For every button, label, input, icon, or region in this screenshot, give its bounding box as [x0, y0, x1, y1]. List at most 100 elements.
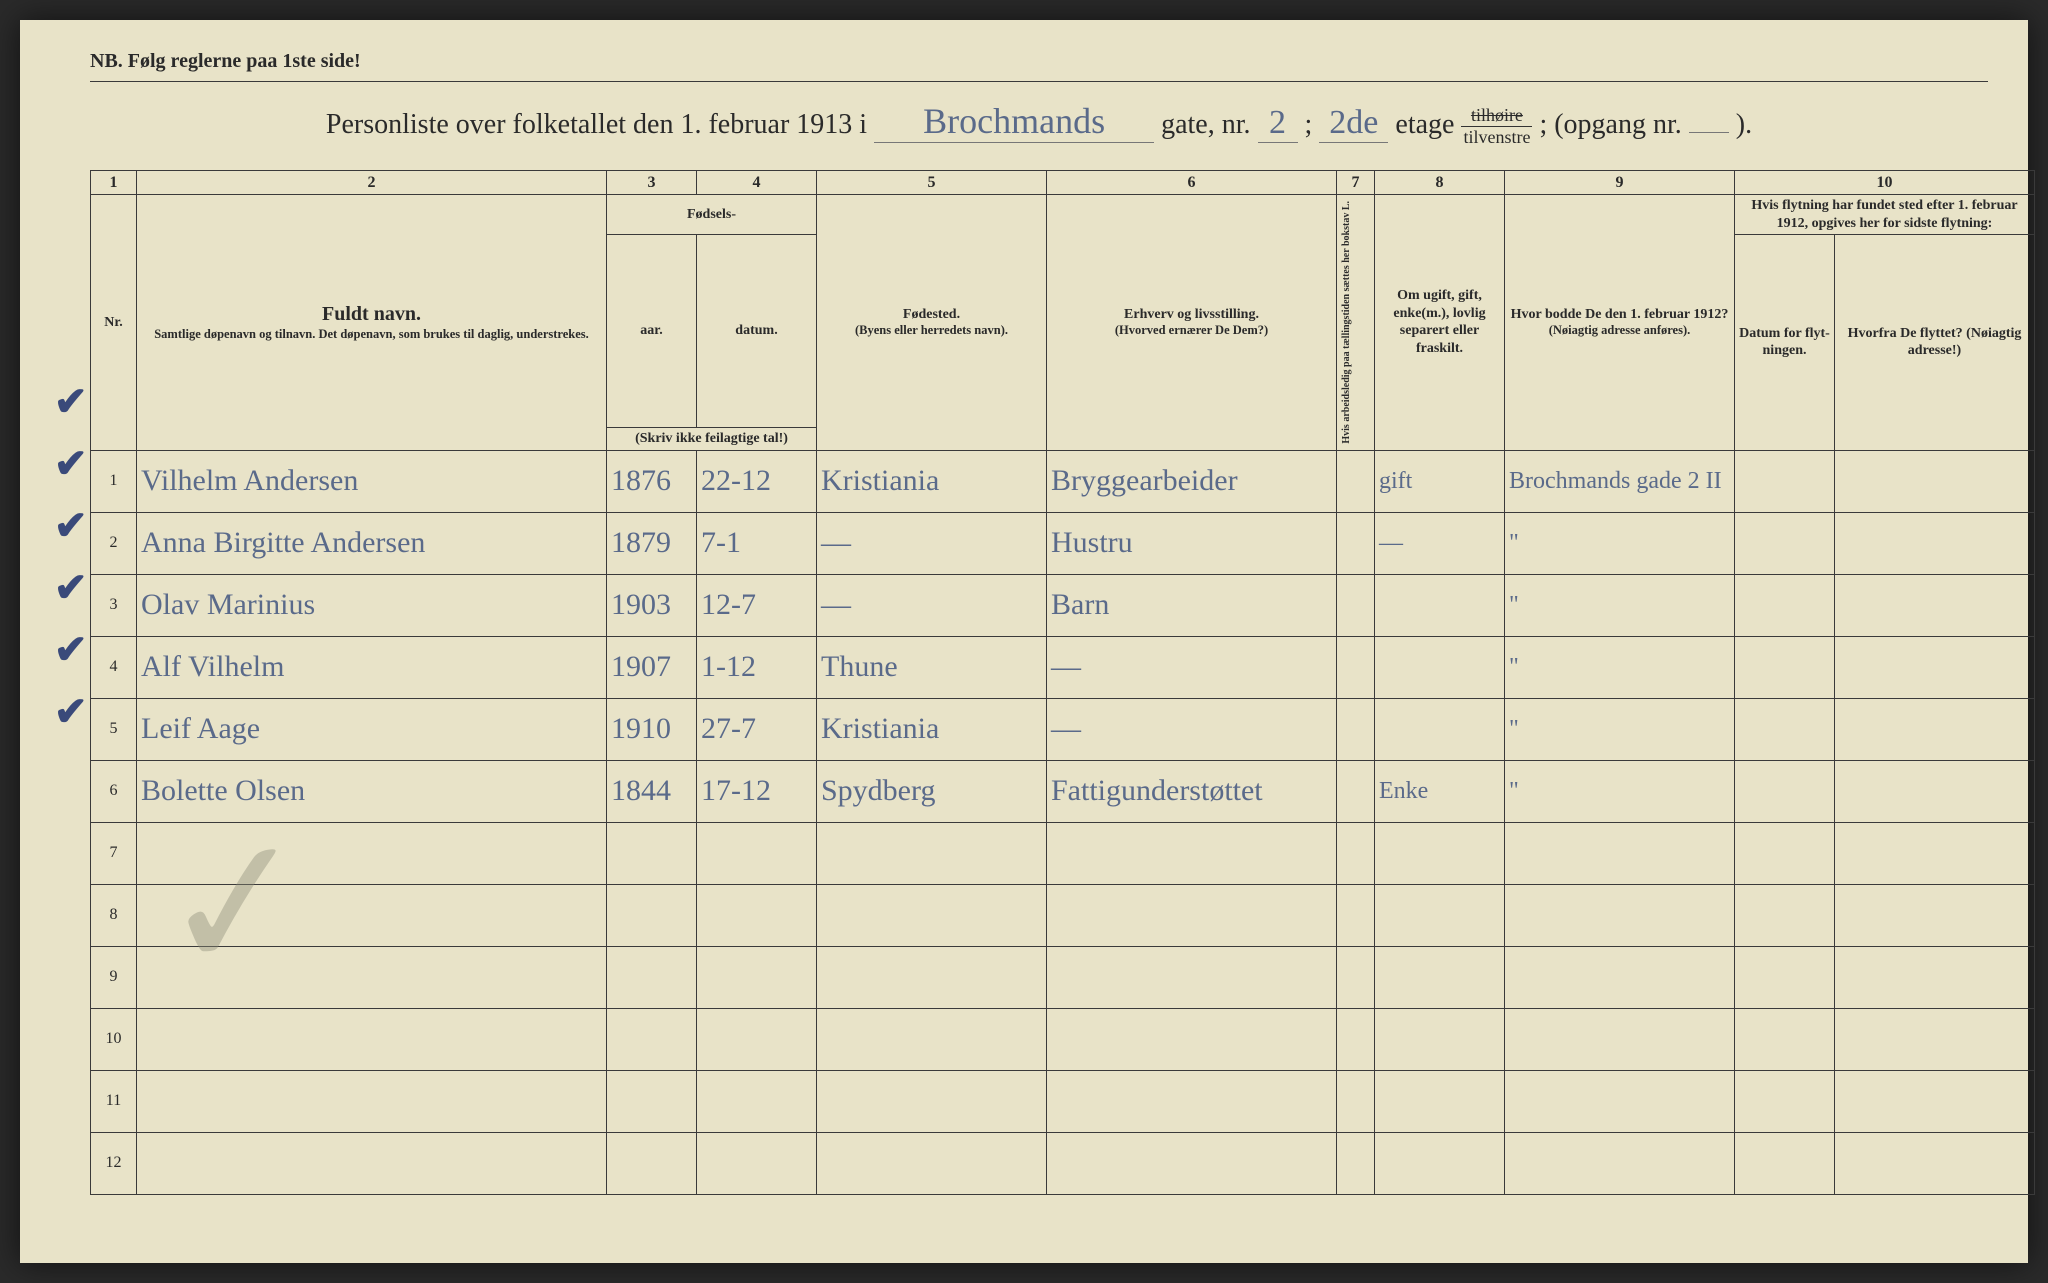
colnum-9: 9	[1505, 171, 1735, 195]
cell-move-date	[1735, 760, 1835, 822]
frac-bot: tilvenstre	[1461, 127, 1532, 148]
census-table: 1 2 3 4 5 6 7 8 9 10 Nr. Fuldt navn. Sam…	[90, 170, 2035, 1195]
cell-birthplace: Kristiania	[817, 698, 1047, 760]
table-row: 3Olav Marinius190312-7—Barn"	[91, 574, 2035, 636]
hdr-col9: Hvor bodde De den 1. februar 1912? (Nøia…	[1505, 195, 1735, 451]
table-row: 12	[91, 1132, 2035, 1194]
cell-status	[1375, 946, 1505, 1008]
cell-birthplace	[817, 1070, 1047, 1132]
cell-year: 1844	[607, 760, 697, 822]
cell-move-date	[1735, 946, 1835, 1008]
erhverv-sub: (Hvorved ernærer De Dem?)	[1051, 323, 1332, 339]
table-row: 1Vilhelm Andersen187622-12KristianiaBryg…	[91, 450, 2035, 512]
cell-status	[1375, 884, 1505, 946]
table-row: 6Bolette Olsen184417-12SpydbergFattigund…	[91, 760, 2035, 822]
cell-year: 1910	[607, 698, 697, 760]
cell-birthplace	[817, 1008, 1047, 1070]
cell-occupation: Barn	[1047, 574, 1337, 636]
cell-name: Olav Marinius	[137, 574, 607, 636]
cell-status: Enke	[1375, 760, 1505, 822]
checkmark-icon: ✔	[54, 626, 88, 673]
cell-occupation	[1047, 1132, 1337, 1194]
form-title: Personliste over folketallet den 1. febr…	[90, 100, 1988, 148]
nb-instruction: NB. Følg reglerne paa 1ste side!	[90, 50, 1988, 73]
fodested-sub: (Byens eller herredets navn).	[821, 323, 1042, 339]
cell-address-1912: "	[1505, 574, 1735, 636]
opgang-number	[1689, 132, 1729, 133]
table-row: 11	[91, 1070, 2035, 1132]
cell-move-from	[1835, 946, 2035, 1008]
census-form-page: NB. Følg reglerne paa 1ste side! Personl…	[20, 20, 2028, 1263]
erhverv-title: Erhverv og livsstilling.	[1124, 307, 1259, 322]
colnum-7: 7	[1337, 171, 1375, 195]
cell-col7	[1337, 822, 1375, 884]
cell-name	[137, 1132, 607, 1194]
cell-status	[1375, 1008, 1505, 1070]
frac-top: tilhøire	[1461, 105, 1532, 127]
cell-address-1912: "	[1505, 636, 1735, 698]
cell-date	[697, 1070, 817, 1132]
separator: ;	[1305, 109, 1313, 140]
row-number: 12	[91, 1132, 137, 1194]
cell-birthplace	[817, 884, 1047, 946]
cell-date: 7-1	[697, 512, 817, 574]
table-row: 10	[91, 1008, 2035, 1070]
cell-move-from	[1835, 884, 2035, 946]
row-number: 2	[91, 512, 137, 574]
col9-sub: (Nøiagtig adresse anføres).	[1509, 323, 1730, 339]
cell-col7	[1337, 1070, 1375, 1132]
cell-address-1912	[1505, 1070, 1735, 1132]
hdr-col10: Hvis flytning har fundet sted efter 1. f…	[1735, 195, 2035, 235]
cell-name: Vilhelm Andersen	[137, 450, 607, 512]
checkmark-icon: ✔	[54, 688, 88, 735]
cell-col7	[1337, 1008, 1375, 1070]
row-number: 4	[91, 636, 137, 698]
title-end: ).	[1736, 109, 1752, 140]
colnum-10: 10	[1735, 171, 2035, 195]
cell-address-1912	[1505, 822, 1735, 884]
cell-col7	[1337, 760, 1375, 822]
cell-move-from	[1835, 1008, 2035, 1070]
gate-label: gate, nr.	[1161, 109, 1250, 140]
hdr-col10a: Datum for flyt-ningen.	[1735, 235, 1835, 451]
cell-date	[697, 822, 817, 884]
cell-move-date	[1735, 512, 1835, 574]
colnum-3: 3	[607, 171, 697, 195]
checkmark-icon: ✔	[54, 378, 88, 425]
colnum-1: 1	[91, 171, 137, 195]
cell-col7	[1337, 512, 1375, 574]
cell-name: Leif Aage	[137, 698, 607, 760]
row-number: 3	[91, 574, 137, 636]
row-number: 9	[91, 946, 137, 1008]
cell-move-from	[1835, 698, 2035, 760]
colnum-8: 8	[1375, 171, 1505, 195]
cell-date: 22-12	[697, 450, 817, 512]
cell-move-date	[1735, 574, 1835, 636]
col9-title: Hvor bodde De den 1. februar 1912?	[1509, 306, 1730, 324]
cell-year: 1903	[607, 574, 697, 636]
cell-date: 27-7	[697, 698, 817, 760]
cell-date	[697, 884, 817, 946]
cell-status	[1375, 1132, 1505, 1194]
colnum-5: 5	[817, 171, 1047, 195]
cell-year	[607, 822, 697, 884]
cell-move-from	[1835, 574, 2035, 636]
cell-birthplace: —	[817, 574, 1047, 636]
etage-number: 2de	[1319, 104, 1388, 143]
checkmark-icon: ✔	[54, 564, 88, 611]
cell-status: —	[1375, 512, 1505, 574]
table-row: 4Alf Vilhelm19071-12Thune—"	[91, 636, 2035, 698]
checkmark-icon: ✔	[54, 440, 88, 487]
row-number: 7	[91, 822, 137, 884]
cell-move-date	[1735, 884, 1835, 946]
table-row: 8	[91, 884, 2035, 946]
cell-col7	[1337, 1132, 1375, 1194]
col7-text: Hvis arbeidsledig paa tællingstiden sætt…	[1341, 197, 1354, 448]
hdr-fodested: Fødested. (Byens eller herredets navn).	[817, 195, 1047, 451]
cell-occupation	[1047, 884, 1337, 946]
cell-move-from	[1835, 512, 2035, 574]
cell-year	[607, 1008, 697, 1070]
colnum-6: 6	[1047, 171, 1337, 195]
cell-status	[1375, 822, 1505, 884]
fullname-title: Fuldt navn.	[322, 303, 421, 325]
